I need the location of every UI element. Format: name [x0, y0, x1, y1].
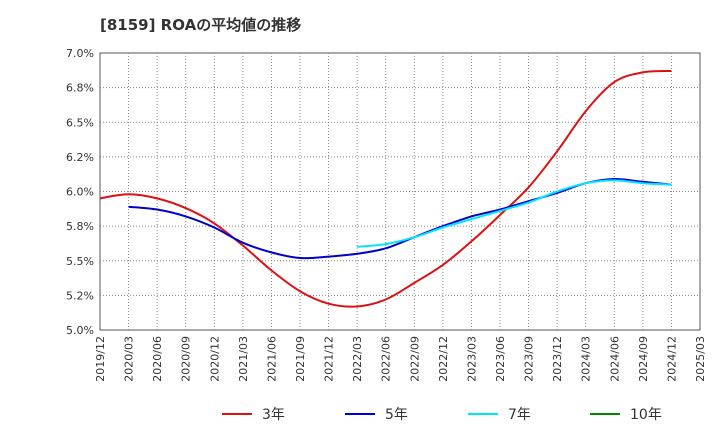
y-axis: 7.0% 6.8% 6.5% 6.2% 6.0% 5.8% 5.5% 5.2% 5.0% — [66, 47, 94, 337]
y-tick-label: 5.5% — [66, 255, 94, 268]
series-line-1 — [99, 70, 672, 308]
x-tick-label: 2020/09 — [180, 336, 193, 382]
x-tick-label: 2023/03 — [465, 336, 478, 382]
x-tick-label: 2022/06 — [380, 336, 393, 382]
x-tick-label: 2020/12 — [208, 336, 221, 382]
y-tick-label: 6.2% — [66, 151, 94, 164]
y-tick-label: 5.2% — [66, 289, 94, 302]
x-tick-label: 2024/03 — [580, 336, 593, 382]
x-tick-label: 2024/12 — [665, 336, 678, 382]
x-tick-label: 2025/03 — [694, 336, 707, 382]
plot-area — [99, 52, 701, 331]
x-tick-label: 2021/12 — [323, 336, 336, 382]
y-tick-label: 5.8% — [66, 220, 94, 233]
x-tick-label: 2024/06 — [608, 336, 621, 382]
y-tick-label: 7.0% — [66, 47, 94, 60]
x-tick-label: 2024/09 — [637, 336, 650, 382]
series-line-3 — [356, 179, 672, 248]
x-tick-label: 2021/06 — [265, 336, 278, 382]
y-tick-label: 6.0% — [66, 186, 94, 199]
x-tick-label: 2020/03 — [123, 336, 136, 382]
legend: 3年 5年 7年 10年 — [222, 407, 662, 423]
legend-label-4: 10年 — [630, 407, 662, 423]
series-layer — [99, 70, 672, 308]
x-tick-label: 2020/06 — [151, 336, 164, 382]
x-tick-label: 2023/06 — [494, 336, 507, 382]
x-tick-label: 2021/03 — [237, 336, 250, 382]
x-tick-label: 2022/12 — [437, 336, 450, 382]
x-tick-label: 2023/12 — [551, 336, 564, 382]
x-tick-label: 2022/03 — [351, 336, 364, 382]
y-tick-label: 5.0% — [66, 324, 94, 337]
x-axis: 2019/12 2020/03 2020/06 2020/09 2020/12 2021/… — [94, 336, 707, 382]
x-tick-label: 2021/09 — [294, 336, 307, 382]
legend-label-2: 5年 — [385, 407, 408, 423]
x-tick-label: 2023/09 — [523, 336, 536, 382]
y-tick-label: 6.5% — [66, 116, 94, 129]
chart-title: [8159] ROAの平均値の推移 — [100, 16, 301, 34]
legend-label-3: 7年 — [508, 407, 531, 423]
x-tick-label: 2019/12 — [94, 336, 107, 382]
y-tick-label: 6.8% — [66, 82, 94, 95]
legend-label-1: 3年 — [262, 407, 285, 423]
x-tick-label: 2022/09 — [408, 336, 421, 382]
